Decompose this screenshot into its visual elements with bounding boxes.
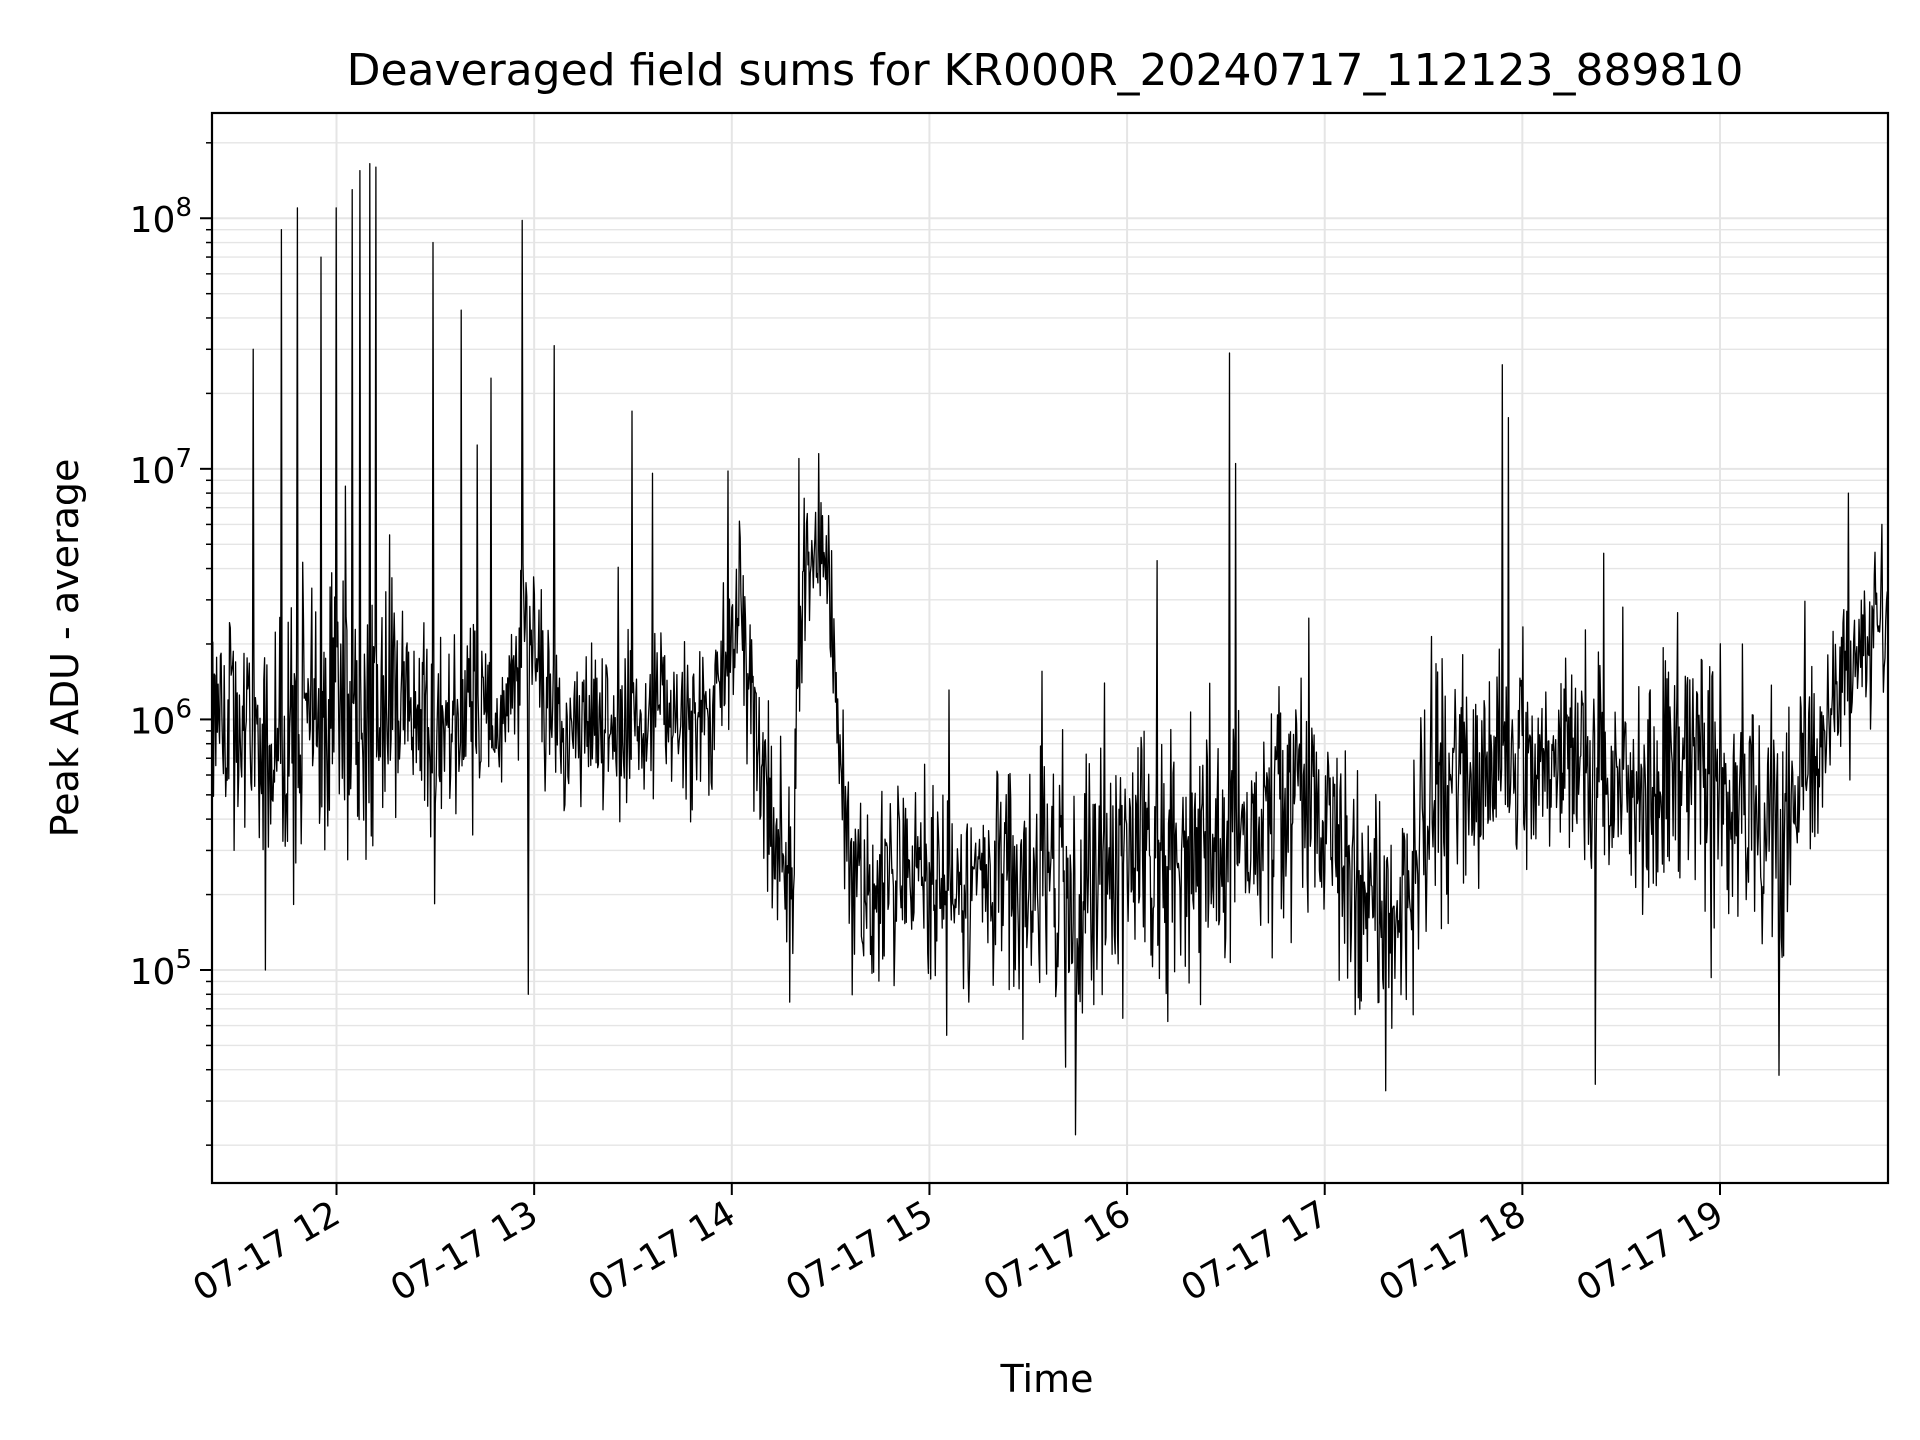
series-group [211, 163, 1889, 1136]
series-line [211, 163, 1889, 1136]
chart-title: Deaveraged field sums for KR000R_2024071… [347, 45, 1744, 96]
y-axis: 105 106 107 108 [130, 142, 212, 1146]
plot-frame [210, 111, 1890, 1185]
y-axis-label: Peak ADU - average [43, 459, 87, 838]
y-tick-label: 105 [130, 945, 192, 993]
y-tick-label: 108 [130, 193, 192, 241]
y-tick-label: 107 [130, 444, 192, 492]
y-tick-label: 106 [130, 694, 192, 742]
x-axis-label: Time [1000, 1357, 1094, 1401]
